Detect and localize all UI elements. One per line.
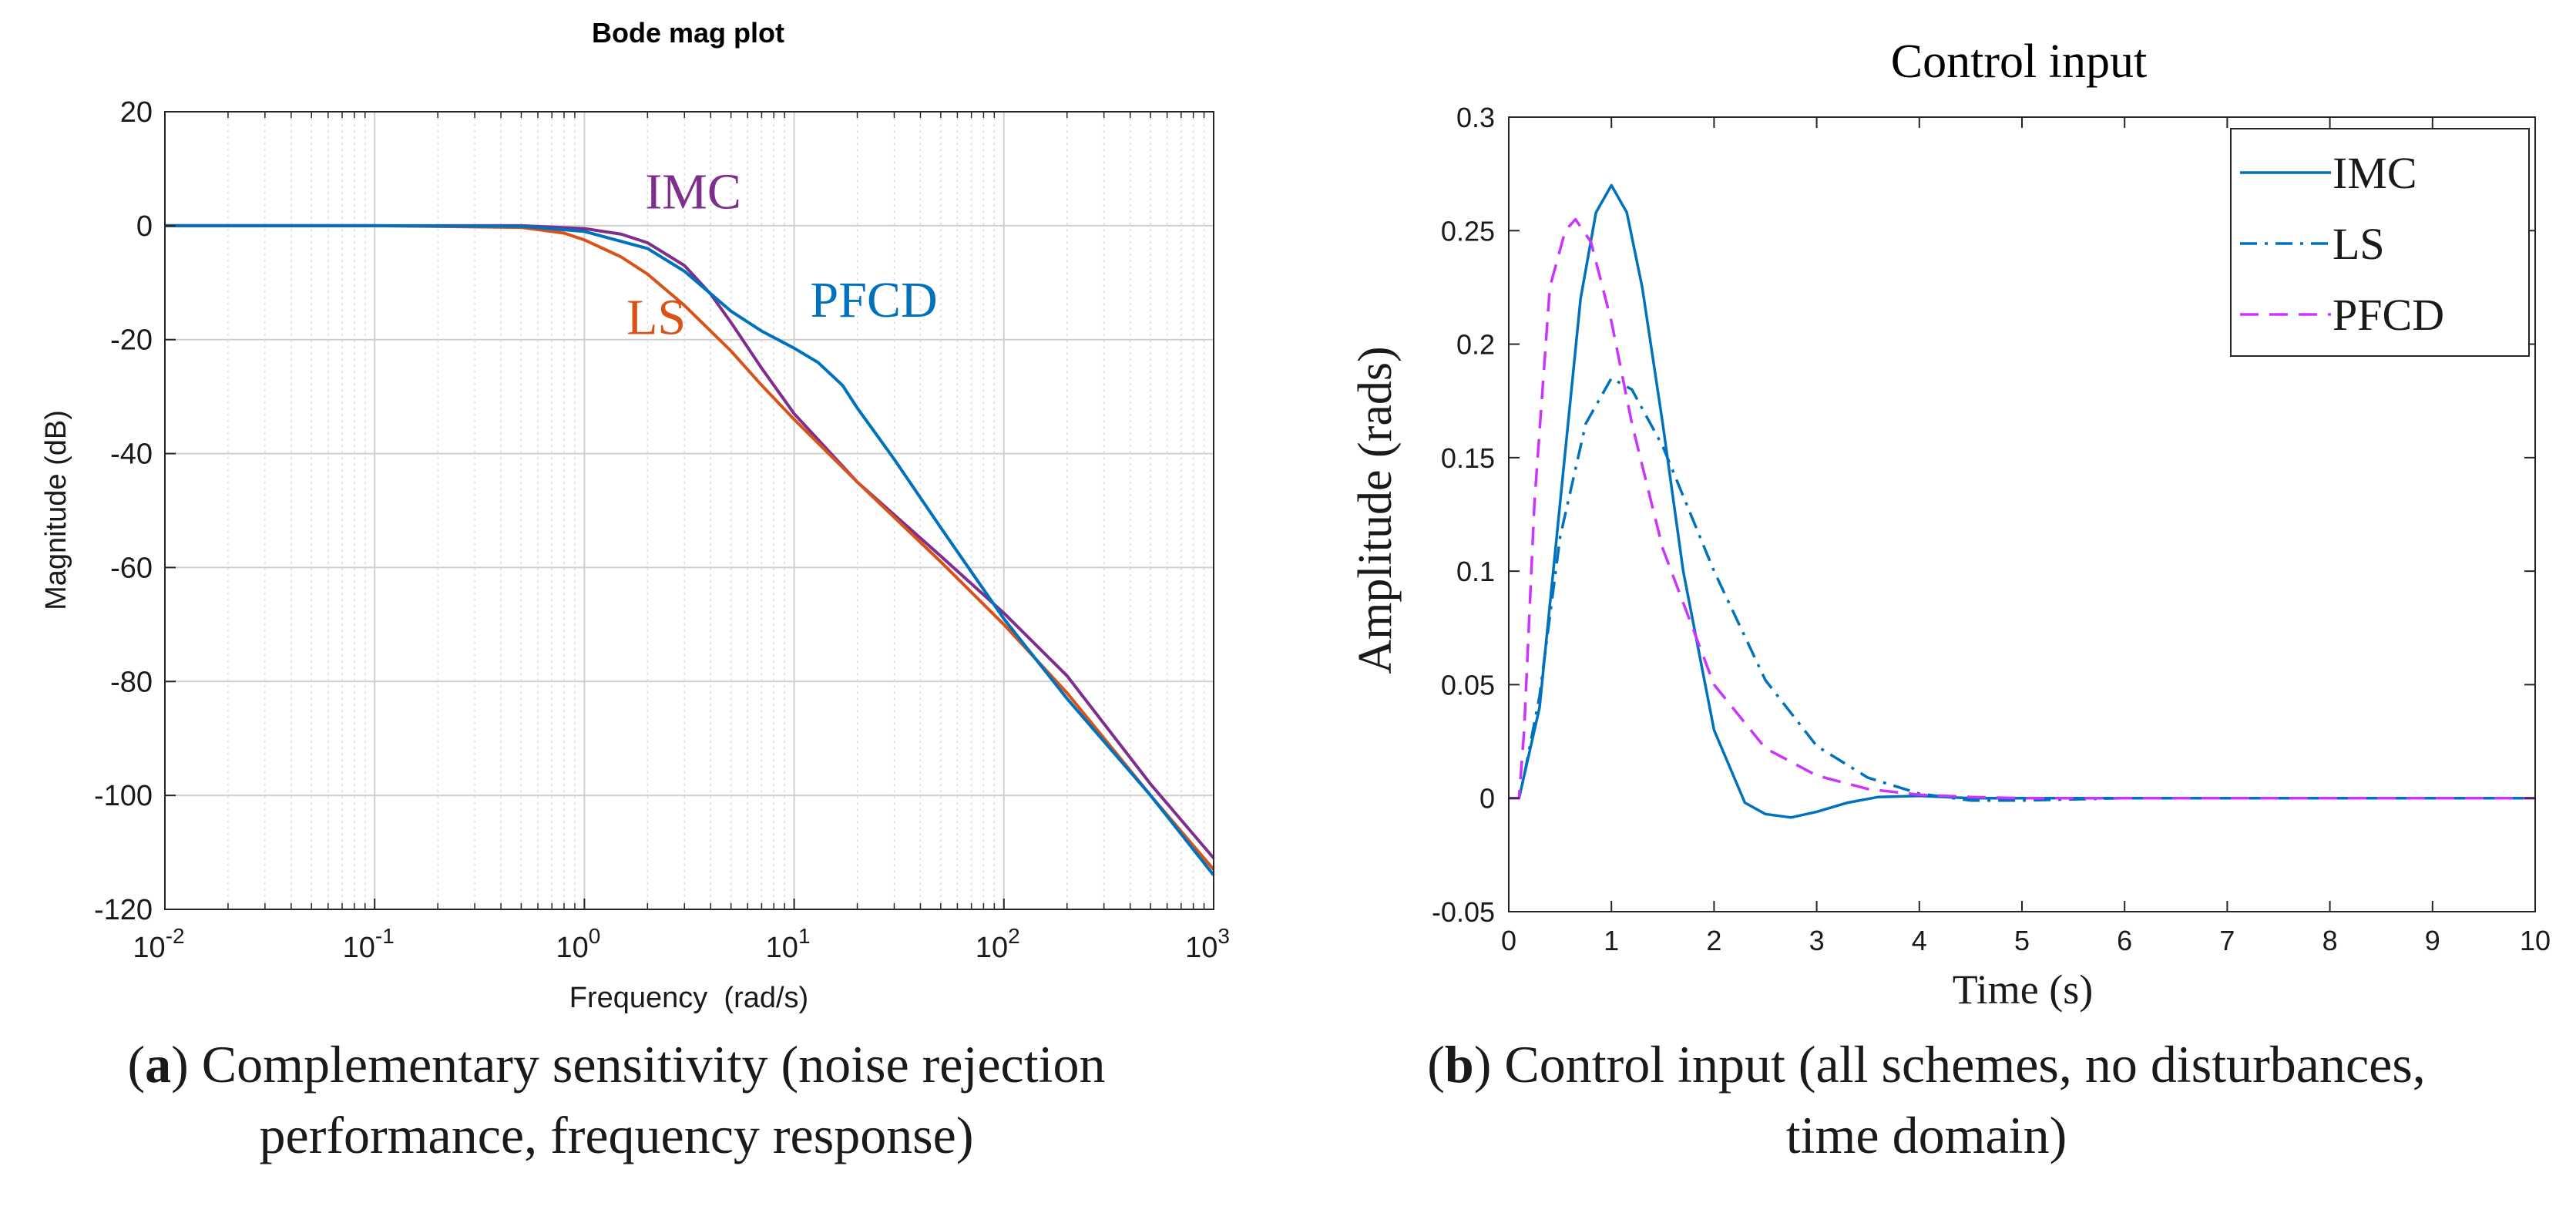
caption-a-line2: performance, frequency response) [259, 1106, 974, 1164]
bode-y-tick-label: -120 [94, 894, 153, 926]
control-x-tick-label: 8 [2322, 925, 2338, 956]
caption-b-line1: Control input (all schemes, no disturban… [1491, 1035, 2426, 1094]
control-y-tick-label: 0 [1479, 783, 1495, 815]
control-x-tick-label: 10 [2520, 925, 2551, 956]
control-x-tick-label: 9 [2425, 925, 2440, 956]
control-x-tick-label: 0 [1501, 925, 1516, 956]
bode-series-pfcd [165, 223, 1215, 876]
control-input-panel: Control input 0 1 2 3 4 5 6 7 8 9 10-0.0500.050.10… [1349, 35, 2551, 1013]
bode-x-tick-label: 102 [976, 924, 1020, 964]
caption-a-line1: Complementary sensitivity (noise rejecti… [188, 1035, 1106, 1094]
bode-series-imc [165, 223, 1215, 859]
control-x-axis-label: Time (s) [1953, 966, 2094, 1013]
bode-y-tick-label: 0 [136, 210, 153, 243]
caption-a-letter: a [145, 1035, 172, 1094]
bode-annotation-imc: IMC [645, 164, 741, 220]
bode-annotation-ls: LS [626, 289, 686, 345]
caption-a: (a) Complementary sensitivity (noise rej… [127, 1035, 1106, 1164]
bode-x-tick-label: 10-1 [343, 924, 395, 964]
control-legend-label-ls: LS [2333, 219, 2385, 269]
control-y-tick-label: -0.05 [1432, 896, 1495, 928]
bode-annotations: IMC LS PFCD [626, 164, 938, 346]
control-y-axis-label: Amplitude (rads) [1349, 346, 1402, 674]
control-x-tick-label: 7 [2219, 925, 2235, 956]
bode-axes-frame [164, 111, 1214, 910]
caption-b-letter: b [1444, 1035, 1474, 1094]
control-series-ls [1509, 377, 2535, 802]
bode-mag-plot-panel: Bode mag plot 10-2 10-1 100 101 102 103 20 0 -20… [40, 17, 1230, 1014]
control-lines [1509, 183, 2535, 819]
caption-b-line2: time domain) [1785, 1106, 2067, 1164]
bode-y-tick-label: -100 [94, 780, 153, 812]
bode-annotation-pfcd: PFCD [811, 272, 938, 328]
control-y-tick-label: 0.2 [1456, 329, 1495, 361]
control-x-tick-label: 6 [2117, 925, 2132, 956]
bode-x-tick-label: 103 [1185, 924, 1230, 964]
bode-y-axis-label: Magnitude (dB) [40, 410, 72, 610]
bode-x-tick-label: 100 [556, 924, 600, 964]
control-legend-label-pfcd: PFCD [2333, 290, 2444, 340]
control-x-tick-label: 4 [1912, 925, 1927, 956]
bode-x-tick-label: 10-2 [133, 924, 184, 964]
control-y-tick-label: 0.1 [1456, 556, 1495, 587]
bode-chart-title: Bode mag plot [592, 17, 784, 49]
control-x-tick-label: 5 [2014, 925, 2030, 956]
caption-b: (b) Control input (all schemes, no distu… [1427, 1035, 2426, 1164]
bode-x-tick-label: 101 [766, 924, 811, 964]
bode-ticks: 10-2 10-1 100 101 102 103 20 0 -20 -40 -60 -80 -100 -… [94, 96, 1230, 964]
bode-y-tick-label: -20 [110, 324, 153, 357]
bode-y-tick-label: -60 [110, 552, 153, 584]
control-y-tick-label: 0.25 [1441, 215, 1495, 247]
control-y-tick-label: 0.15 [1441, 442, 1495, 474]
control-x-tick-label: 2 [1706, 925, 1721, 956]
control-legend-label-imc: IMC [2333, 148, 2417, 198]
control-x-tick-label: 1 [1604, 925, 1619, 956]
bode-y-tick-label: -80 [110, 666, 153, 698]
bode-x-axis-label: Frequency (rad/s) [569, 982, 808, 1014]
bode-lines [165, 223, 1215, 876]
control-y-tick-label: 0.3 [1456, 102, 1495, 133]
bode-plot-area [165, 112, 1214, 909]
control-chart-title: Control input [1891, 35, 2147, 88]
control-x-tick-label: 3 [1809, 925, 1825, 956]
control-y-tick-label: 0.05 [1441, 669, 1495, 701]
control-series-pfcd [1509, 217, 2535, 800]
control-legend: IMC LS PFCD [2230, 128, 2530, 357]
bode-y-tick-label: -40 [110, 438, 153, 471]
bode-y-tick-label: 20 [120, 96, 153, 129]
